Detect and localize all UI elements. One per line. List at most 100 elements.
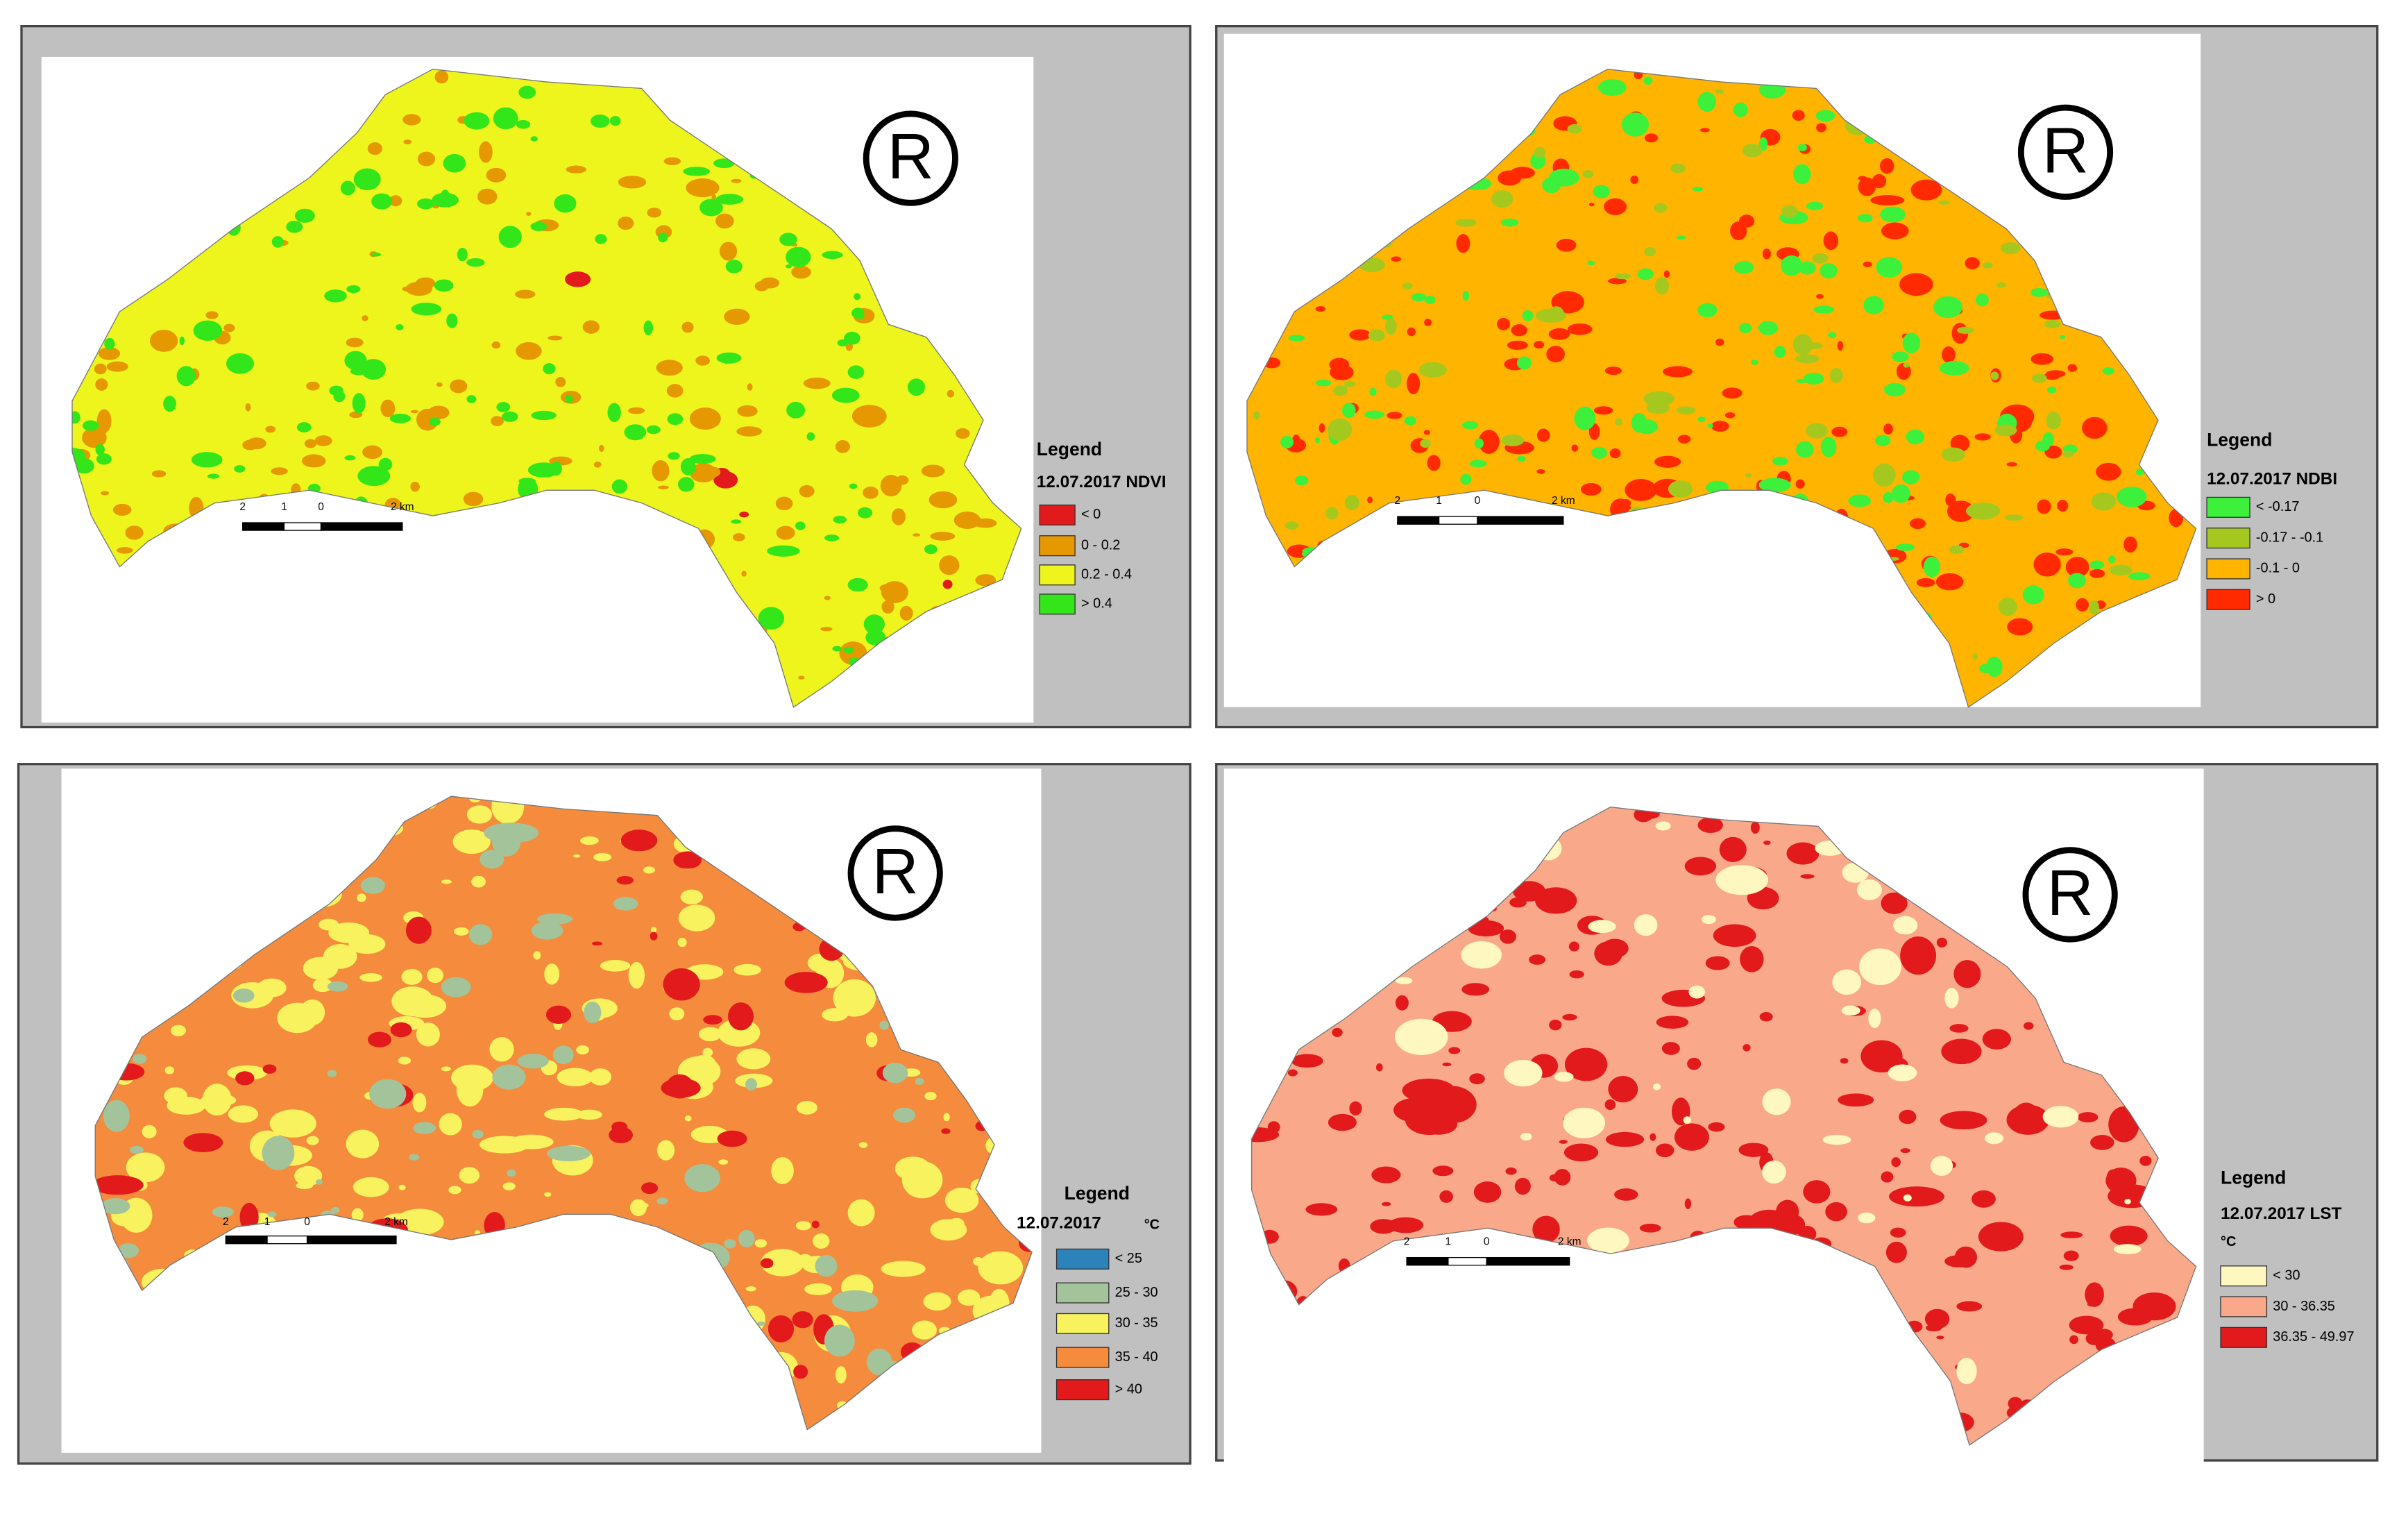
map-patch (2059, 1264, 2074, 1270)
map-patch (1469, 460, 1487, 468)
map-patch (1806, 423, 1828, 439)
map-patch (1621, 112, 1649, 137)
map-patch (1858, 948, 1901, 986)
map-patch (732, 533, 745, 541)
map-patch (1990, 371, 1999, 380)
map-patch (1684, 1198, 1692, 1209)
map-patch (1856, 879, 1882, 900)
map-patch (2062, 450, 2074, 458)
map-patch (2057, 499, 2069, 512)
map-patch (413, 1122, 436, 1134)
scale-label: 2 km (384, 1216, 408, 1228)
map-patch (1497, 317, 1511, 330)
map-patch (545, 1005, 571, 1025)
map-patch (815, 1255, 838, 1277)
map-patch (754, 1239, 768, 1248)
map-patch (804, 1283, 832, 1295)
map-patch (223, 323, 235, 332)
map-patch (434, 70, 449, 84)
map-patch (661, 1078, 701, 1098)
map-patch (2037, 499, 2051, 514)
map-patch (417, 151, 436, 167)
map-patch (724, 308, 750, 325)
map-patch (723, 358, 729, 364)
legend-subtitle: 12.07.2017 NDVI (1037, 473, 1167, 491)
map-patch (647, 208, 662, 218)
map-patch (2044, 372, 2060, 380)
map-patch (271, 467, 288, 475)
map-patch (1758, 137, 1768, 151)
map-patch (1284, 521, 1299, 530)
map-patch (1796, 441, 1814, 458)
map-patch (616, 875, 634, 885)
map-patch (1455, 218, 1477, 227)
map-patch (656, 1197, 668, 1205)
map-patch (638, 1202, 649, 1208)
map-patch (316, 1179, 323, 1185)
scale-label: 2 (1404, 1236, 1410, 1248)
map-patch (944, 1188, 979, 1213)
map-patch (669, 1007, 685, 1021)
map-patch (1536, 428, 1550, 442)
map-patch (2022, 585, 2044, 605)
map-patch (1985, 1132, 2004, 1145)
map-patch (232, 988, 255, 1003)
map-patch (466, 258, 485, 267)
map-patch (1568, 941, 1579, 952)
map-patch (1522, 310, 1534, 321)
map-patch (1879, 158, 1894, 174)
map-patch (1881, 1171, 1894, 1183)
map-patch (923, 1292, 951, 1311)
map-patch (1478, 430, 1500, 454)
map-patch (835, 1366, 847, 1384)
map-patch (1556, 239, 1577, 252)
map-patch (1424, 319, 1432, 326)
map-patch (1442, 1062, 1452, 1067)
map-patch (2042, 1106, 2079, 1128)
map-patch (1903, 362, 1910, 368)
map-patch (1395, 977, 1413, 984)
map-patch (798, 675, 805, 680)
map-patch (265, 426, 276, 433)
map-patch (1707, 423, 1713, 428)
legend-label: 0 - 0.2 (1081, 537, 1120, 553)
map-patch (1562, 1013, 1577, 1021)
legend-swatch (2206, 496, 2250, 518)
map-patch (975, 574, 997, 587)
map-patch (1504, 1059, 1543, 1087)
map-patch (943, 1113, 950, 1122)
map-patch (1816, 294, 1824, 299)
map-patch (378, 457, 393, 471)
map-patch (929, 491, 958, 509)
map-patch (1738, 214, 1755, 228)
map-patch (516, 119, 531, 129)
map-patch (1325, 507, 1339, 520)
map-patch (2023, 1022, 2034, 1030)
map-patch (1916, 578, 1935, 587)
scale-label: 0 (1484, 1236, 1490, 1248)
map-patch (1591, 446, 1607, 459)
map-patch (1554, 1072, 1574, 1082)
map-patch (1582, 170, 1594, 178)
map-patch (502, 1182, 516, 1190)
map-patch (683, 167, 711, 176)
map-patch (451, 1064, 493, 1091)
map-patch (357, 893, 366, 902)
map-patch (795, 1221, 811, 1231)
map-patch (652, 460, 670, 482)
map-patch (1683, 1116, 1692, 1124)
map-patch (101, 491, 110, 496)
map-patch (2046, 411, 2061, 430)
map-patch (555, 377, 566, 387)
map-patch (1893, 916, 1918, 935)
map-patch (2089, 568, 2105, 578)
map-patch (1692, 187, 1704, 192)
map-patch (713, 158, 735, 169)
map-patch (1333, 385, 1348, 396)
map-patch (1812, 253, 1829, 264)
map-patch (689, 454, 716, 464)
map-patch (327, 1070, 337, 1077)
map-patch (1604, 1099, 1616, 1111)
map-patch (1314, 437, 1321, 444)
